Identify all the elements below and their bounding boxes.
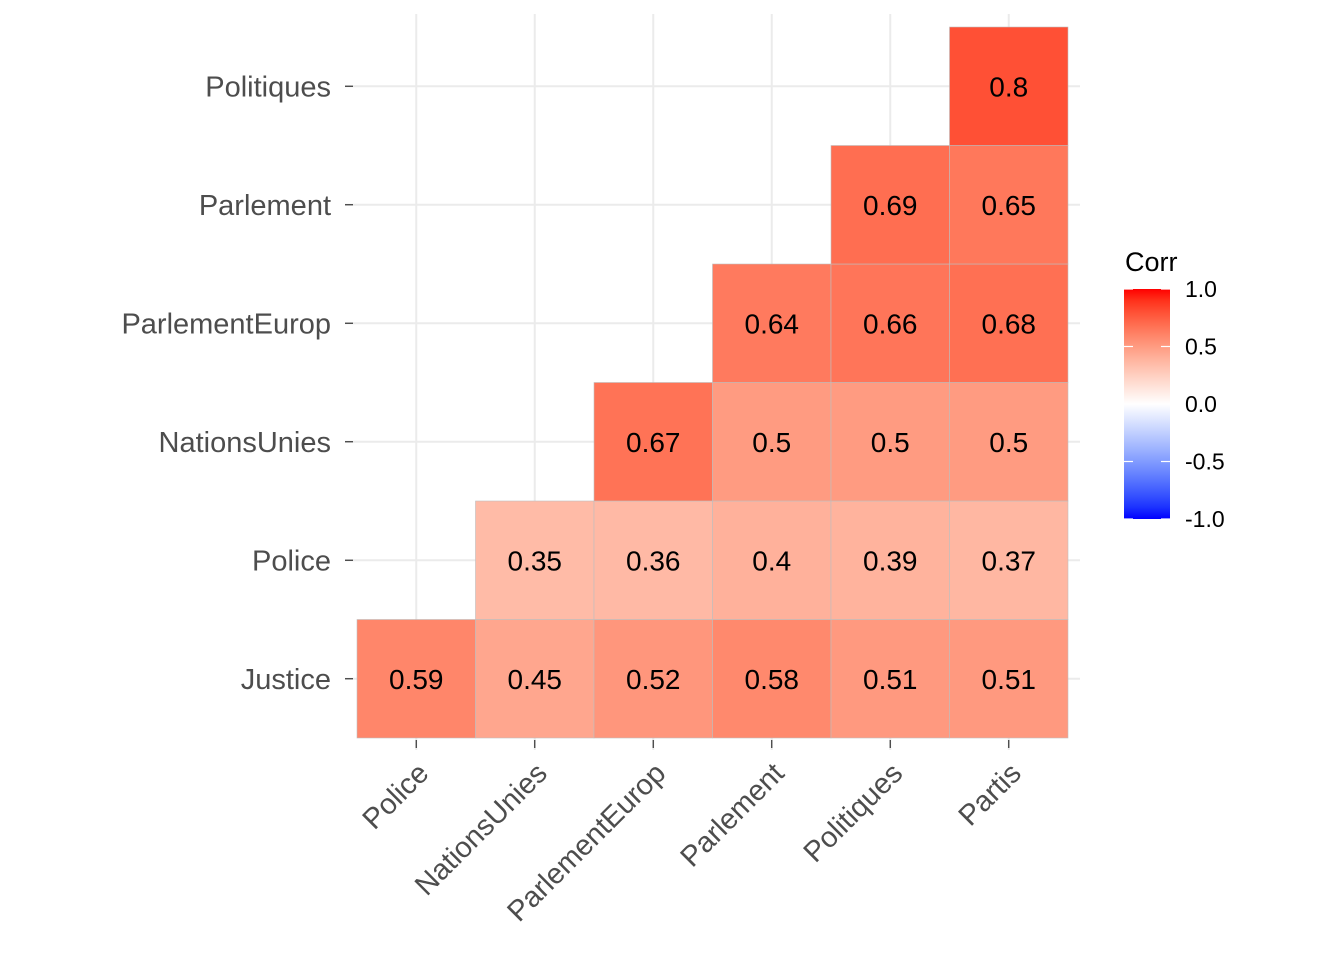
cell-label: 0.37 (982, 545, 1037, 576)
x-tick-label: Politiques (798, 757, 910, 869)
cell-label: 0.8 (989, 71, 1028, 102)
heatmap-cell (712, 263, 832, 383)
legend-tick-label: 0.0 (1185, 391, 1217, 417)
cell-label: 0.4 (752, 545, 791, 576)
heatmap-cell (830, 619, 950, 739)
heatmap-cell (949, 619, 1069, 739)
y-tick-label: ParlementEurop (121, 308, 331, 340)
heatmap-cell (949, 145, 1069, 265)
heatmap-cell (712, 382, 832, 502)
heatmap-cell (949, 382, 1069, 502)
heatmap-cell (593, 500, 713, 620)
cell-label: 0.5 (989, 427, 1028, 458)
cell-label: 0.68 (982, 308, 1037, 339)
cell-label: 0.45 (508, 664, 563, 695)
y-tick-label: Politiques (205, 71, 331, 103)
x-tick-label: Police (357, 757, 435, 835)
heatmap-cell (593, 382, 713, 502)
cell-label: 0.51 (982, 664, 1037, 695)
heatmap-cell (356, 619, 476, 739)
y-axis: Justice Police NationsUnies ParlementEurop P… (121, 71, 353, 696)
legend-tick-label: 0.5 (1185, 334, 1217, 360)
heatmap-cells: 0.59 0.45 0.52 0.58 0.51 0.51 0.35 0.36 0.4 0.39 0… (356, 26, 1069, 739)
x-tick-label: Parlement (675, 757, 791, 873)
cell-label: 0.64 (745, 308, 800, 339)
legend-tick-label: 1.0 (1185, 276, 1217, 302)
heatmap-cell (830, 145, 950, 265)
legend-tick-label: -0.5 (1185, 449, 1225, 475)
heatmap-cell (830, 500, 950, 620)
cell-label: 0.5 (871, 427, 910, 458)
cell-label: 0.66 (863, 308, 918, 339)
y-tick-label: Police (252, 545, 331, 577)
heatmap-cell (475, 619, 595, 739)
heatmap-cell (949, 263, 1069, 383)
cell-label: 0.39 (863, 545, 918, 576)
legend-title: Corr (1125, 247, 1178, 277)
cell-label: 0.5 (752, 427, 791, 458)
heatmap-cell (830, 382, 950, 502)
cell-label: 0.52 (626, 664, 681, 695)
cell-label: 0.65 (982, 190, 1037, 221)
cell-label: 0.36 (626, 545, 681, 576)
y-tick-label: Justice (241, 664, 331, 696)
legend: Corr 1.0 0.5 0.0 -0.5 -1.0 (1124, 247, 1225, 532)
y-tick-label: Parlement (199, 190, 331, 222)
x-tick-label: Partis (953, 757, 1028, 832)
cell-label: 0.51 (863, 664, 918, 695)
heatmap-cell (830, 263, 950, 383)
cell-label: 0.69 (863, 190, 918, 221)
heatmap-cell (475, 500, 595, 620)
y-tick-label: NationsUnies (159, 427, 331, 459)
cell-label: 0.67 (626, 427, 681, 458)
cell-label: 0.58 (745, 664, 800, 695)
heatmap-cell (949, 26, 1069, 146)
cell-label: 0.59 (389, 664, 444, 695)
heatmap-cell (949, 500, 1069, 620)
cell-label: 0.35 (508, 545, 563, 576)
legend-tick-label: -1.0 (1185, 506, 1225, 532)
